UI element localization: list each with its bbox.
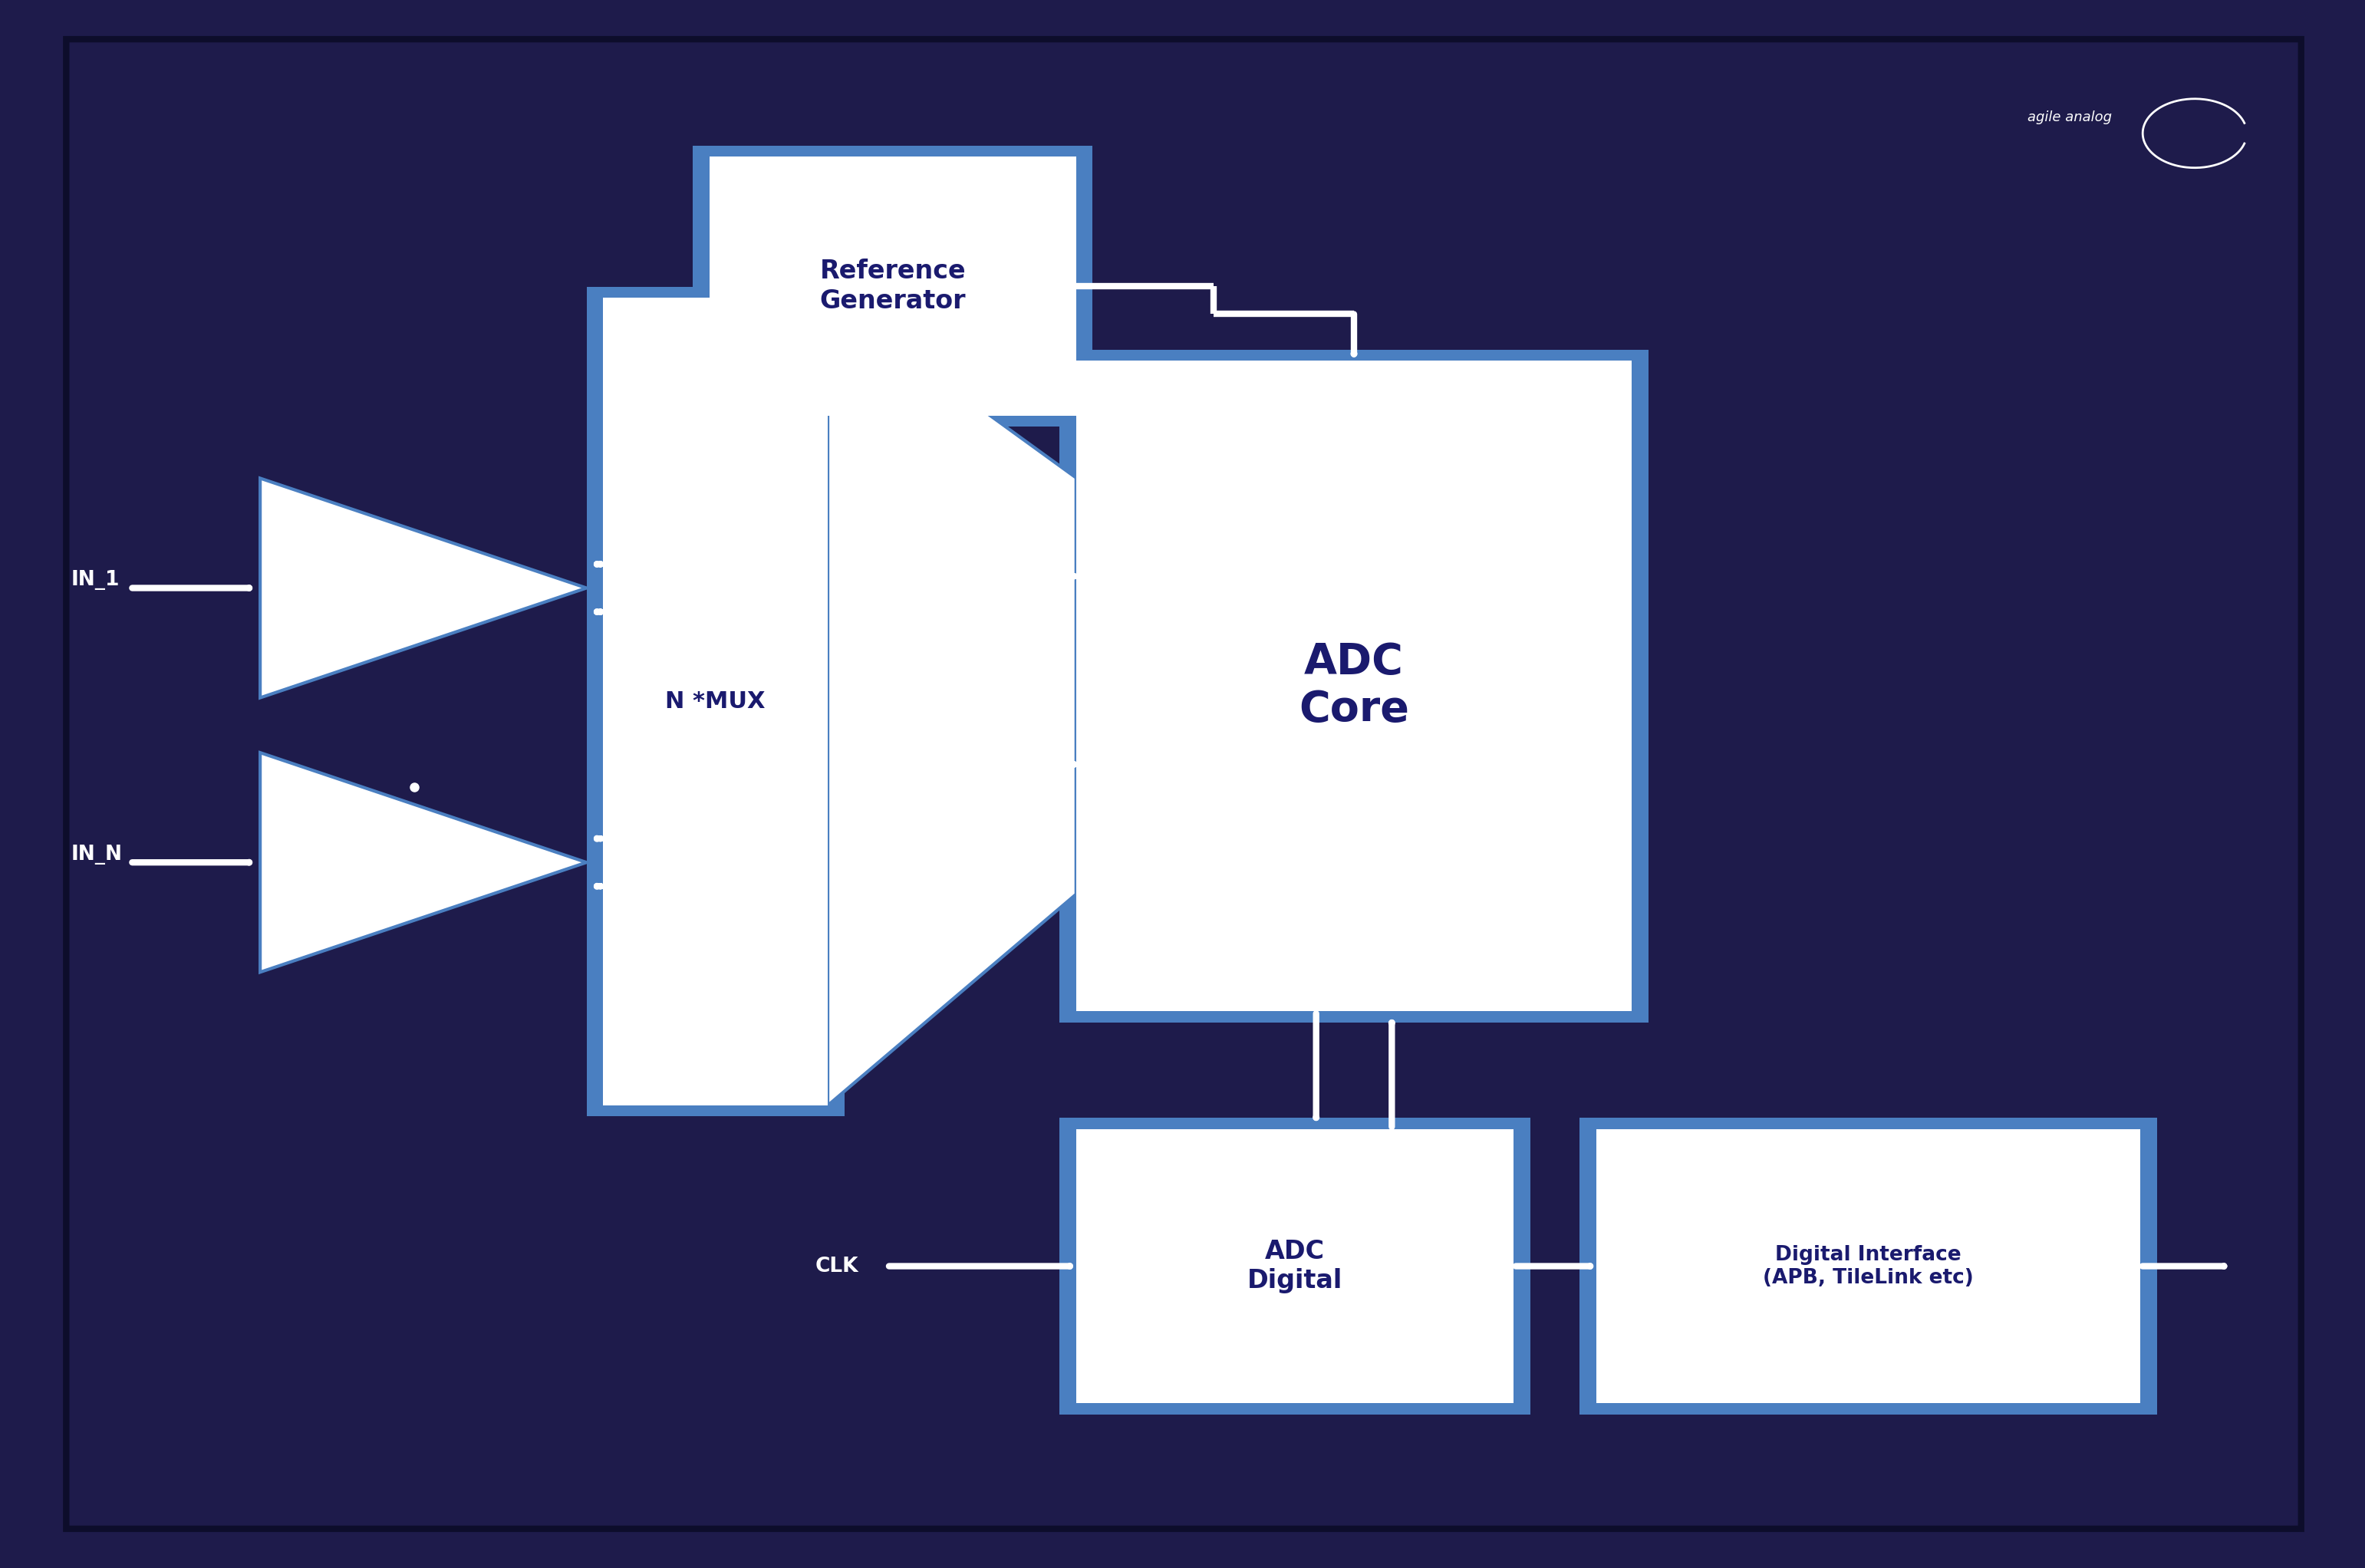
- FancyBboxPatch shape: [1076, 361, 1632, 1011]
- FancyBboxPatch shape: [66, 39, 2301, 1529]
- FancyBboxPatch shape: [693, 146, 1093, 426]
- FancyBboxPatch shape: [710, 157, 1076, 416]
- Text: CLK: CLK: [816, 1256, 858, 1276]
- Text: IN_1: IN_1: [71, 571, 121, 590]
- Polygon shape: [828, 298, 1076, 1105]
- Text: agile analog: agile analog: [2027, 111, 2112, 124]
- Polygon shape: [260, 753, 587, 972]
- Text: Reference
Generator: Reference Generator: [821, 259, 965, 314]
- FancyBboxPatch shape: [1060, 1118, 1530, 1414]
- FancyBboxPatch shape: [1060, 350, 1648, 1022]
- FancyBboxPatch shape: [1076, 1129, 1514, 1403]
- FancyBboxPatch shape: [1580, 1118, 2157, 1414]
- Text: ADC
Core: ADC Core: [1298, 641, 1410, 731]
- FancyBboxPatch shape: [587, 287, 844, 1116]
- Text: Digital Interface
(APB, TileLink etc): Digital Interface (APB, TileLink etc): [1762, 1245, 1975, 1287]
- Text: N *MUX: N *MUX: [665, 690, 766, 713]
- FancyBboxPatch shape: [603, 298, 828, 1105]
- Text: IN_N: IN_N: [71, 845, 123, 864]
- Polygon shape: [260, 478, 587, 698]
- Text: ADC
Digital: ADC Digital: [1246, 1239, 1343, 1294]
- FancyBboxPatch shape: [1596, 1129, 2140, 1403]
